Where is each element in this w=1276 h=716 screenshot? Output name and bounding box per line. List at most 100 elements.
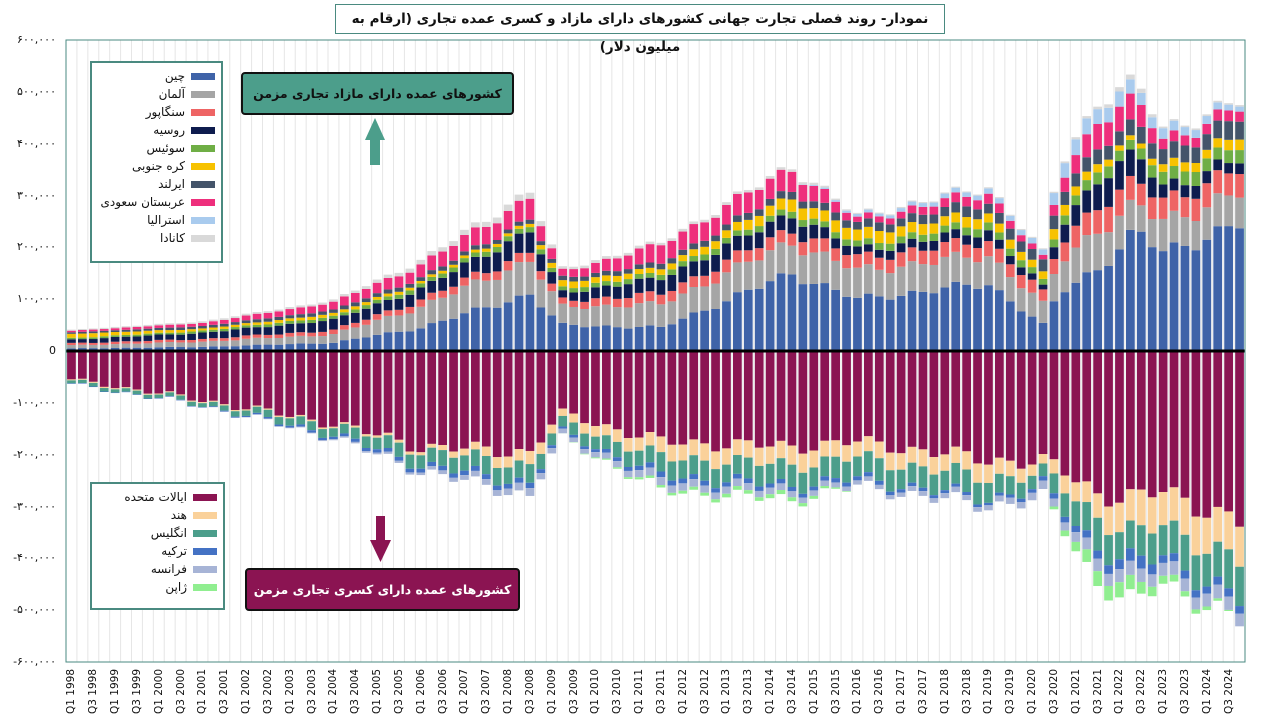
bar-segment	[274, 309, 284, 312]
bar-segment	[842, 227, 851, 240]
bar-segment	[1213, 576, 1223, 585]
bar-segment	[361, 324, 371, 338]
bar-segment	[547, 262, 557, 268]
bar-segment	[602, 270, 611, 276]
bar-segment	[951, 202, 961, 213]
bar-segment	[99, 330, 109, 333]
bar-segment	[896, 211, 906, 219]
bar-segment	[78, 379, 87, 384]
down-arrow-icon	[370, 540, 391, 562]
bar-segment	[1213, 170, 1223, 194]
legend-item: کانادا	[98, 229, 215, 247]
bar-segment	[143, 393, 153, 395]
bar-segment	[765, 281, 775, 351]
bar-segment	[591, 298, 600, 307]
bar-segment	[951, 486, 961, 493]
bar-segment	[722, 482, 731, 487]
bar-segment	[132, 347, 142, 351]
bar-segment	[1071, 225, 1081, 248]
bar-segment	[634, 245, 644, 249]
bar-segment	[329, 315, 338, 319]
bar-segment	[842, 212, 851, 221]
bar-segment	[1005, 214, 1015, 216]
bar-segment	[143, 324, 153, 327]
bar-segment	[460, 475, 469, 480]
bar-segment	[973, 229, 982, 238]
bar-segment	[121, 334, 131, 337]
bar-segment	[187, 329, 196, 332]
bar-segment	[503, 488, 513, 496]
bar-segment	[67, 329, 76, 331]
bar-segment	[809, 201, 819, 209]
bar-segment	[361, 451, 371, 453]
bar-segment	[427, 461, 437, 467]
bar-segment	[274, 325, 284, 335]
bar-segment	[678, 460, 688, 479]
bar-segment	[1027, 475, 1037, 490]
bar-segment	[296, 335, 306, 344]
bar-segment	[634, 292, 644, 304]
bar-segment	[503, 204, 513, 211]
bar-segment	[798, 182, 808, 185]
bar-segment	[1049, 239, 1059, 248]
x-tick-label: Q3 2009	[567, 668, 580, 714]
bar-segment	[318, 440, 327, 442]
bar-segment	[198, 351, 207, 403]
bar-segment	[67, 351, 76, 380]
bar-segment	[143, 351, 153, 394]
bar-segment	[1104, 159, 1113, 167]
bar-segment	[143, 394, 153, 399]
bar-segment	[1093, 517, 1102, 551]
bar-segment	[438, 445, 447, 451]
y-tick-label: ۵۰۰,۰۰۰	[17, 84, 56, 98]
bar-segment	[929, 351, 939, 458]
bar-segment	[372, 279, 382, 283]
bar-segment	[252, 324, 262, 328]
bar-segment	[383, 435, 393, 448]
bar-segment	[1038, 480, 1048, 489]
bar-segment	[1005, 476, 1015, 495]
bar-segment	[296, 320, 306, 324]
bar-segment	[350, 351, 360, 426]
bar-segment	[416, 306, 426, 329]
bar-segment	[449, 473, 458, 478]
bar-segment	[318, 302, 327, 305]
bar-segment	[722, 230, 731, 238]
bar-segment	[820, 476, 830, 481]
x-tick-label: Q3 2002	[261, 668, 274, 714]
bar-segment	[99, 351, 109, 387]
bar-segment	[154, 398, 164, 399]
bar-segment	[929, 474, 939, 496]
bar-segment	[733, 191, 742, 194]
bar-segment	[995, 248, 1004, 263]
bar-segment	[853, 476, 862, 481]
bar-segment	[1060, 516, 1070, 523]
bar-segment	[733, 235, 742, 251]
bar-segment	[78, 328, 87, 331]
bar-segment	[438, 270, 447, 274]
bar-segment	[372, 293, 382, 297]
bar-segment	[1082, 118, 1092, 135]
bar-segment	[951, 186, 961, 188]
bar-segment	[678, 444, 688, 461]
bar-segment	[602, 256, 611, 259]
bar-segment	[340, 309, 349, 313]
bar-segment	[984, 188, 993, 194]
bar-segment	[820, 351, 830, 441]
bar-segment	[853, 216, 862, 222]
bar-segment	[492, 247, 502, 253]
bar-segment	[580, 449, 589, 454]
bar-segment	[612, 258, 622, 272]
bar-segment	[481, 479, 491, 485]
bar-segment	[809, 486, 819, 491]
bar-segment	[383, 293, 393, 297]
bar-segment	[591, 426, 600, 437]
bar-segment	[438, 470, 447, 475]
bar-segment	[743, 229, 753, 236]
x-tick-label: Q1 2020	[1026, 668, 1039, 714]
bar-segment	[1126, 93, 1135, 120]
bar-segment	[798, 201, 808, 209]
bar-segment	[743, 250, 753, 262]
bar-segment	[733, 455, 742, 474]
legend-label: استرالیا	[147, 213, 185, 227]
